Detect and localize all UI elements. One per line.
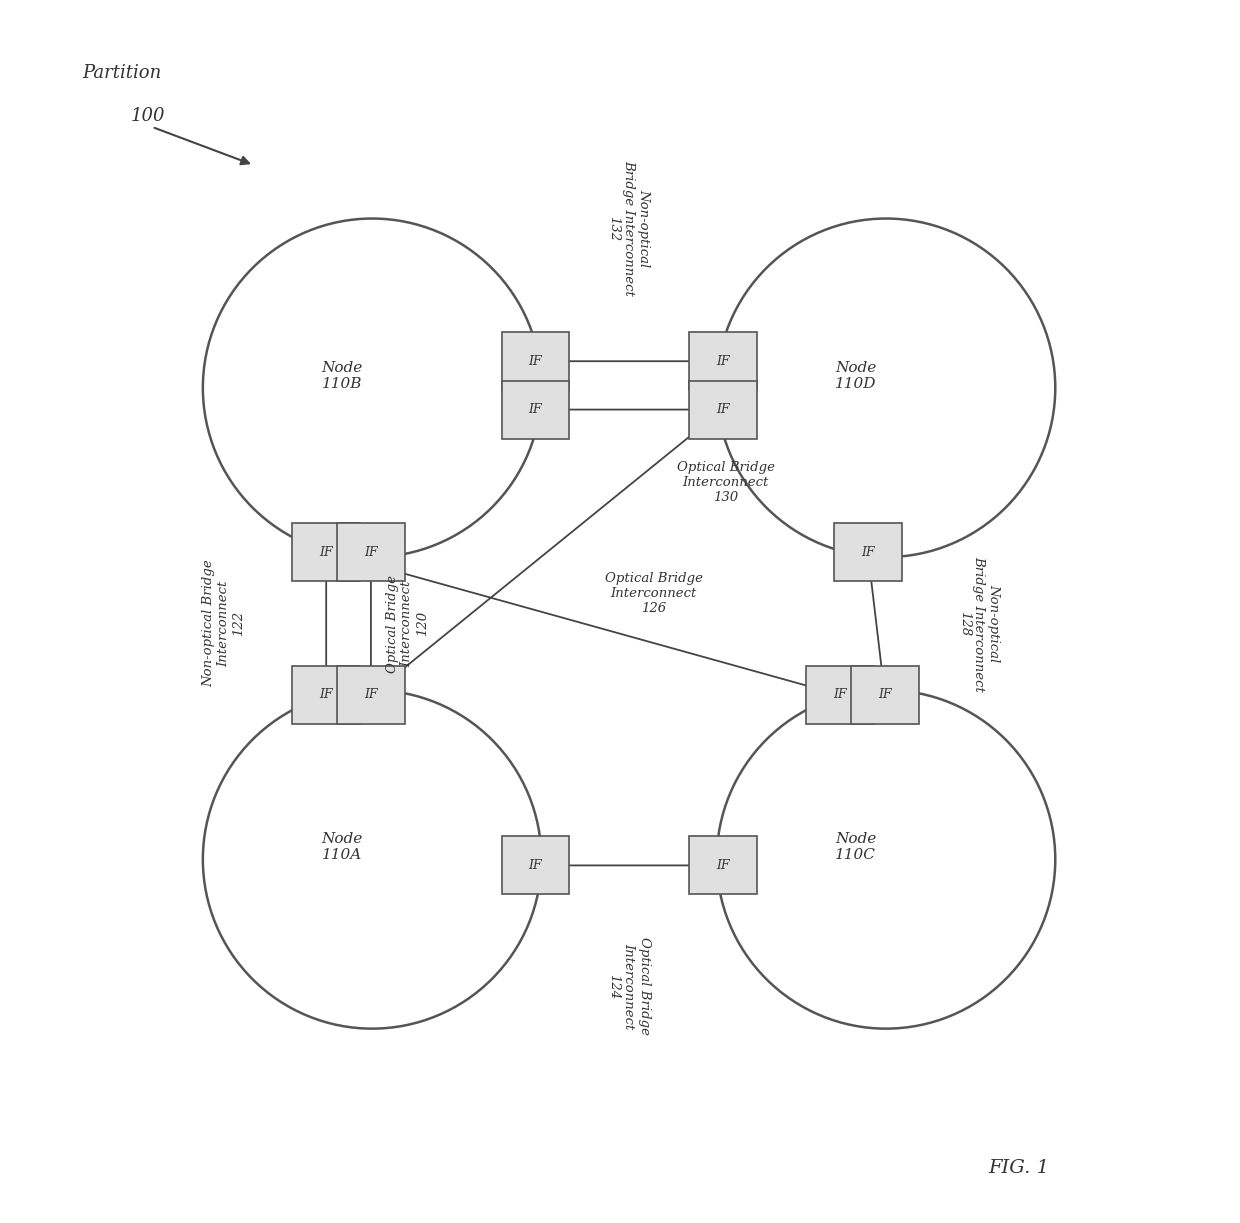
FancyBboxPatch shape bbox=[689, 837, 756, 894]
Text: IF: IF bbox=[715, 355, 729, 368]
Text: IF: IF bbox=[320, 545, 334, 559]
FancyBboxPatch shape bbox=[835, 523, 901, 581]
Text: Optical Bridge
Interconnect
126: Optical Bridge Interconnect 126 bbox=[605, 572, 703, 615]
Text: IF: IF bbox=[528, 859, 542, 872]
Text: Partition: Partition bbox=[82, 65, 161, 82]
Text: Non-optical Bridge
Interconnect
122: Non-optical Bridge Interconnect 122 bbox=[202, 560, 246, 687]
Text: Node
110B: Node 110B bbox=[321, 361, 362, 391]
Text: IF: IF bbox=[528, 355, 542, 368]
FancyBboxPatch shape bbox=[806, 665, 874, 724]
Text: Optical Bridge
Interconnect
124: Optical Bridge Interconnect 124 bbox=[608, 937, 651, 1036]
Text: IF: IF bbox=[861, 545, 874, 559]
FancyBboxPatch shape bbox=[293, 665, 360, 724]
Circle shape bbox=[717, 219, 1055, 558]
Text: Non-optical
Bridge Interconnect
128: Non-optical Bridge Interconnect 128 bbox=[957, 555, 1001, 691]
Text: IF: IF bbox=[365, 689, 378, 702]
Text: IF: IF bbox=[528, 404, 542, 416]
Text: IF: IF bbox=[715, 859, 729, 872]
FancyBboxPatch shape bbox=[293, 523, 360, 581]
Circle shape bbox=[203, 690, 542, 1029]
Circle shape bbox=[203, 219, 542, 558]
Text: Node
110D: Node 110D bbox=[835, 361, 877, 391]
Text: IF: IF bbox=[833, 689, 847, 702]
FancyBboxPatch shape bbox=[501, 333, 569, 390]
Text: IF: IF bbox=[878, 689, 892, 702]
Text: Optical Bridge
Interconnect
130: Optical Bridge Interconnect 130 bbox=[677, 461, 775, 504]
Text: FIG. 1: FIG. 1 bbox=[988, 1158, 1049, 1177]
FancyBboxPatch shape bbox=[689, 380, 756, 439]
Text: IF: IF bbox=[320, 689, 334, 702]
FancyBboxPatch shape bbox=[337, 665, 404, 724]
Text: IF: IF bbox=[715, 404, 729, 416]
FancyBboxPatch shape bbox=[501, 380, 569, 439]
Text: Non-optical
Bridge Interconnect
132: Non-optical Bridge Interconnect 132 bbox=[608, 160, 651, 296]
Text: 100: 100 bbox=[130, 106, 165, 125]
FancyBboxPatch shape bbox=[689, 333, 756, 390]
Text: Optical Bridge
Interconnect
120: Optical Bridge Interconnect 120 bbox=[386, 575, 429, 673]
Circle shape bbox=[717, 690, 1055, 1029]
FancyBboxPatch shape bbox=[501, 837, 569, 894]
Text: Node
110A: Node 110A bbox=[321, 832, 362, 862]
FancyBboxPatch shape bbox=[851, 665, 919, 724]
Text: IF: IF bbox=[365, 545, 378, 559]
FancyBboxPatch shape bbox=[337, 523, 404, 581]
Text: Node
110C: Node 110C bbox=[836, 832, 877, 862]
